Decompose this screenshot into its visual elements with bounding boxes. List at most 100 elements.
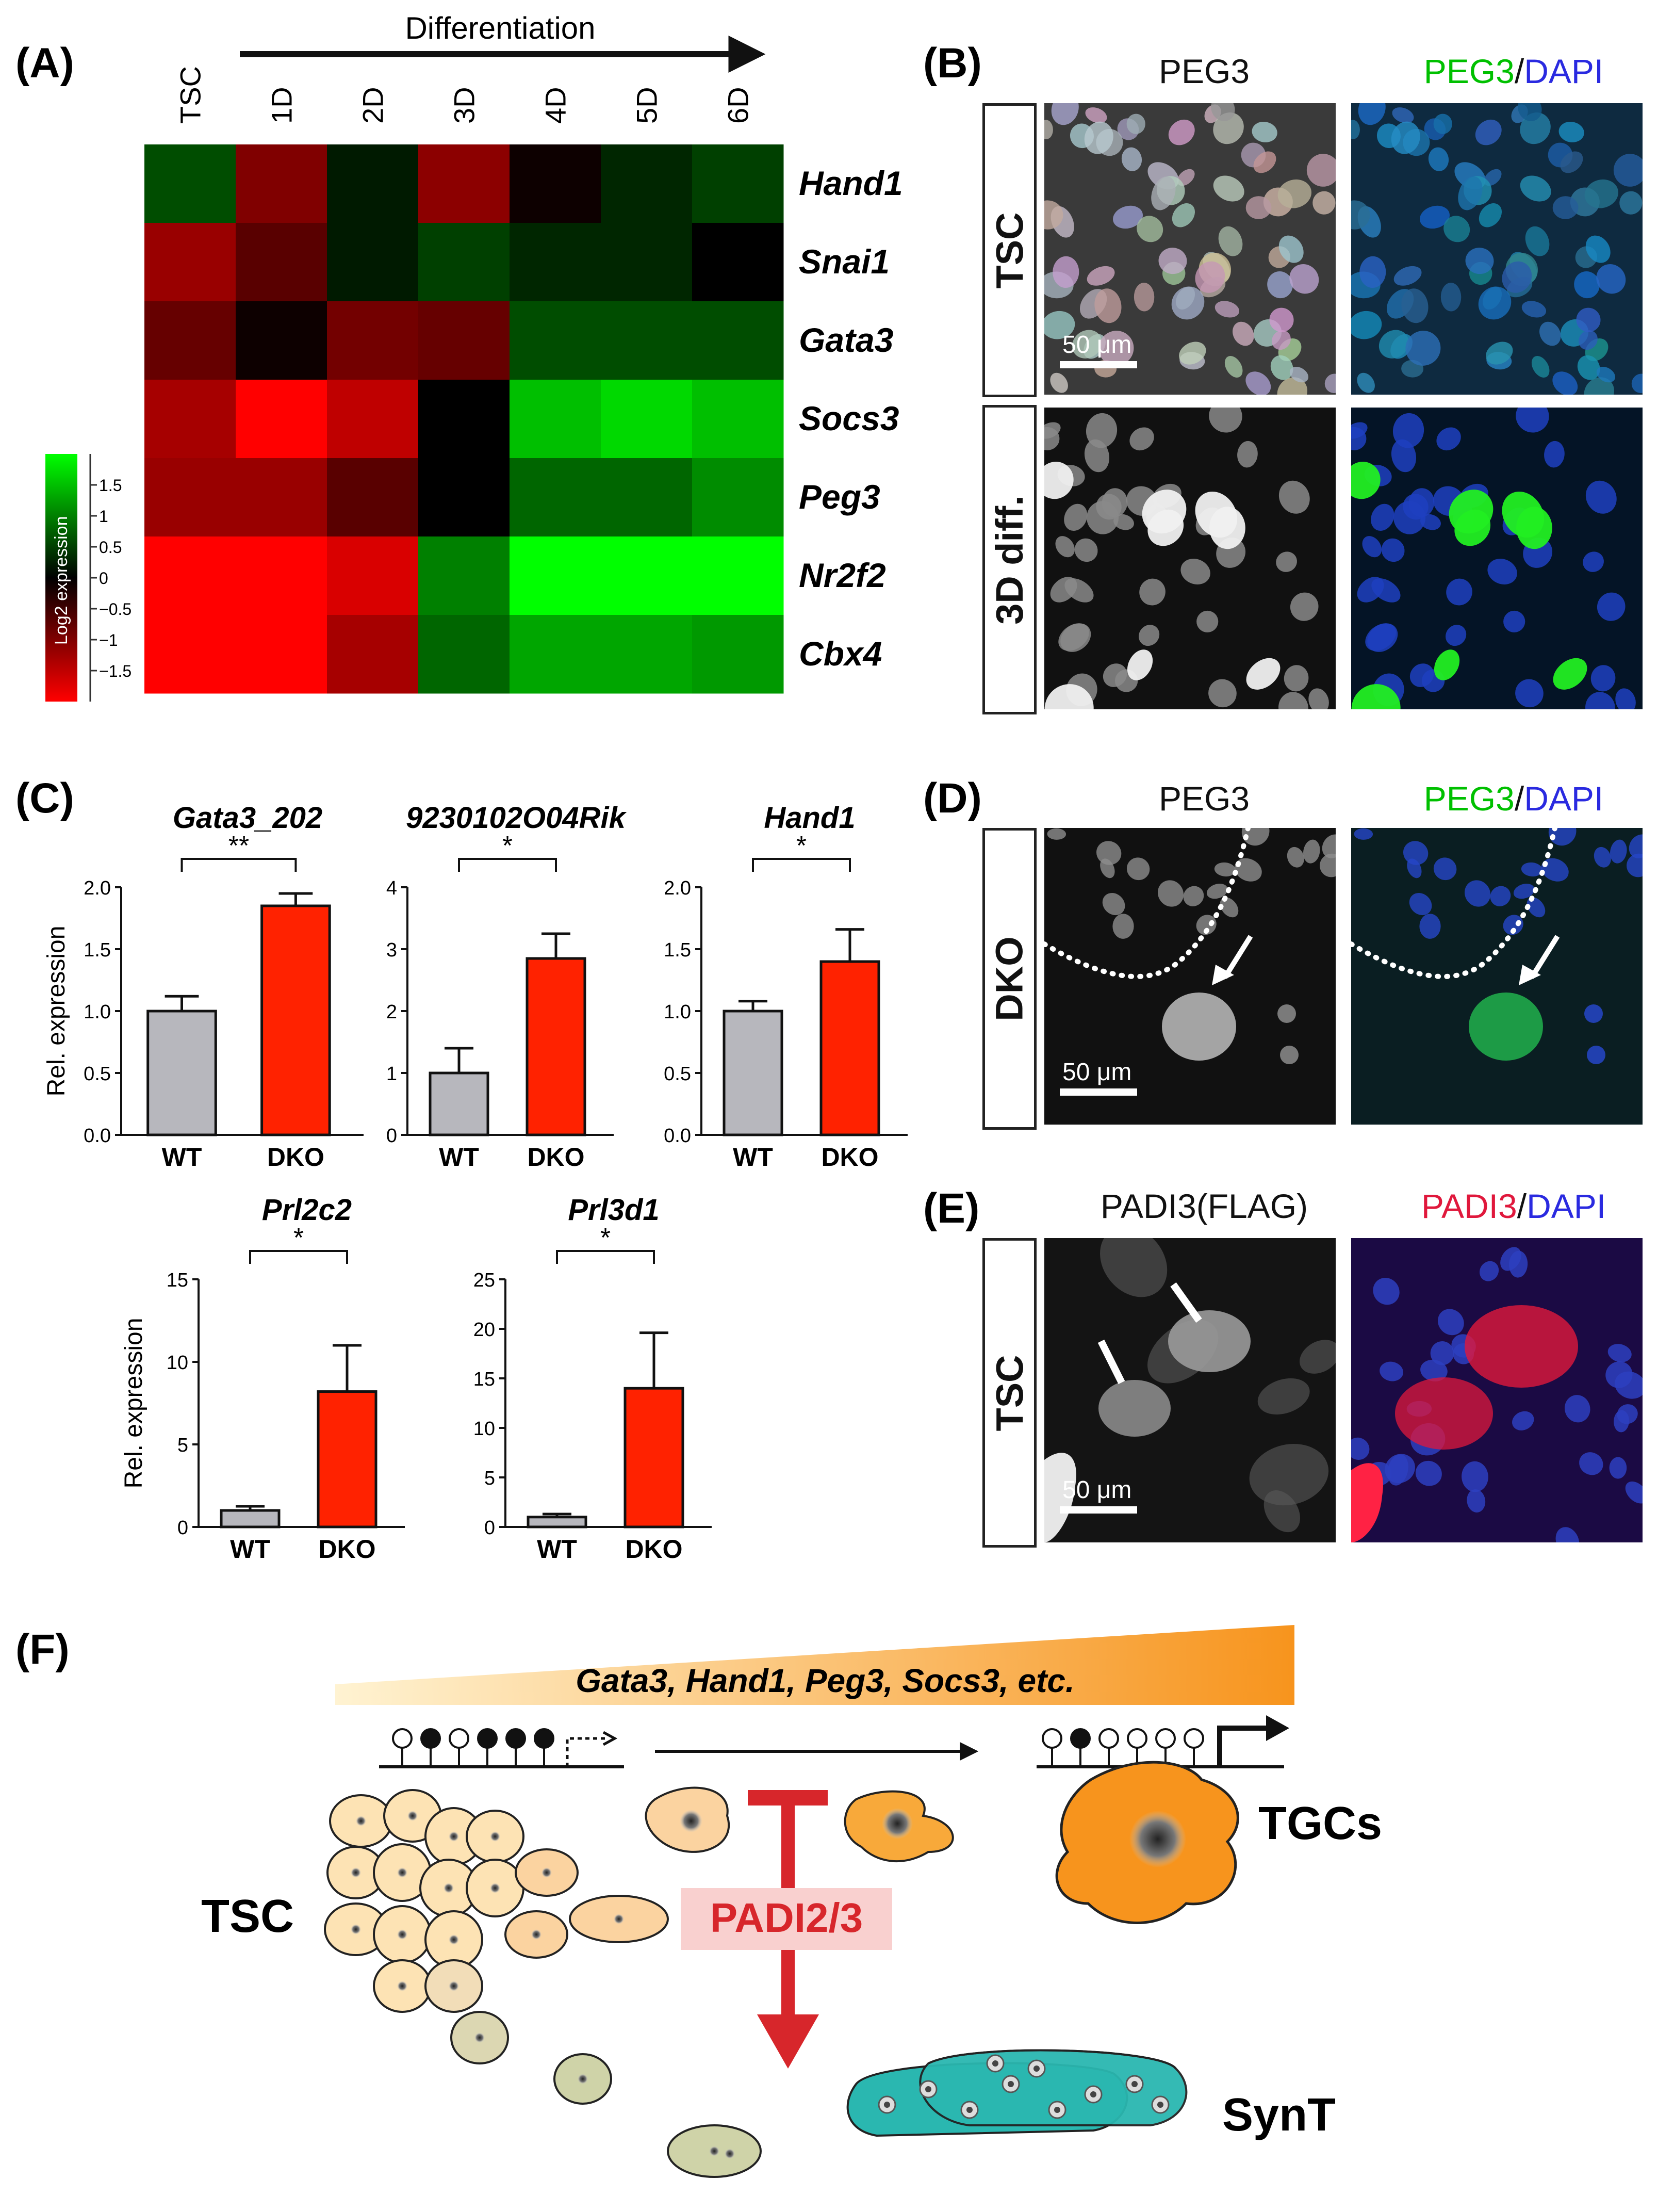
significance-stars: ** — [228, 831, 249, 861]
heatmap-cell — [510, 380, 601, 459]
cell-nucleus — [1579, 330, 1598, 350]
y-tick-label: 4 — [386, 877, 397, 899]
heatmap-cell — [692, 144, 784, 223]
cell-nucleus — [1209, 408, 1242, 433]
unmethylated-cpg — [1155, 1728, 1176, 1749]
cell-nucleus — [1241, 828, 1270, 846]
cell-nucleus — [1058, 623, 1089, 651]
cell-nucleus — [1503, 610, 1525, 632]
cell-nucleus — [1044, 311, 1075, 339]
y-axis-label: Rel. expression — [120, 1318, 147, 1489]
heatmap-gene-Socs3: Socs3 — [799, 399, 899, 437]
cell-nucleus — [1490, 886, 1511, 906]
cell-nucleus — [1354, 828, 1373, 840]
colony-boundary-dotted-line — [1044, 828, 1251, 980]
cell-nucleus — [1084, 121, 1113, 154]
heatmap-cell — [327, 301, 419, 380]
cell-nucleus — [1475, 119, 1502, 145]
cell-nucleus — [1479, 203, 1502, 227]
y-tick-label: 0.5 — [84, 1063, 111, 1085]
cell-nucleus — [1555, 1527, 1580, 1542]
cell-nucleus — [1577, 355, 1600, 380]
cell-nucleus — [1462, 1461, 1488, 1492]
y-tick-label: 3 — [386, 939, 397, 961]
heatmap-column-TSC: TSC — [174, 66, 207, 124]
unmethylated-cpg — [1042, 1728, 1062, 1749]
cell-nucleus — [1381, 538, 1405, 562]
bar-WT — [527, 1516, 587, 1528]
synt-cells — [846, 2049, 1188, 2137]
y-tick-label: 0 — [177, 1517, 188, 1539]
heatmap-cell — [144, 615, 236, 694]
scale-bar-label: 50 μm — [1062, 1476, 1131, 1504]
methylation-locus-tsc — [379, 1728, 624, 1768]
significance-bracket — [180, 858, 297, 872]
bar-WT — [220, 1509, 281, 1528]
cell-nucleus — [1478, 286, 1512, 320]
cell-nucleus — [1502, 261, 1532, 293]
y-tick-label: 2.0 — [664, 877, 691, 899]
cell-nucleus — [1392, 107, 1414, 123]
cell-nucleus — [1584, 179, 1618, 208]
heatmap-cell — [510, 458, 601, 537]
cell-nucleus — [1585, 235, 1611, 263]
arrow-indicator — [1170, 1282, 1202, 1323]
scale-bar-label: 50 μm — [1062, 1059, 1131, 1086]
cell-nucleus — [1391, 439, 1417, 473]
panel-label-f: (F) — [15, 1626, 70, 1673]
cell-nucleus — [1614, 1410, 1629, 1433]
cell-nucleus — [1139, 625, 1160, 646]
bar-WT — [429, 1071, 489, 1136]
panelB-tsc-peg3-image: 50 μm — [1044, 103, 1336, 395]
heatmap-cell — [418, 223, 510, 302]
cell-nucleus — [1096, 841, 1122, 865]
panelD-col2-dapi: DAPI — [1524, 779, 1604, 818]
cell-nucleus — [1142, 490, 1187, 534]
heatmap-column-2D: 2D — [357, 87, 389, 124]
gradient-gene-label: Gata3, Hand1, Peg3, Socs3, etc. — [576, 1662, 1075, 1699]
giant-cell-nucleus — [1162, 993, 1236, 1061]
cell-nucleus — [1385, 1454, 1415, 1484]
panelB-row2-label: 3D diff. — [982, 405, 1037, 714]
heatmap-cell — [510, 536, 601, 615]
heatmap-cell — [327, 536, 419, 615]
color-scale-tick-label: −1.5 — [99, 662, 132, 680]
heatmap-cell — [236, 458, 327, 537]
bar-DKO — [623, 1387, 684, 1528]
cell-nucleus — [1521, 862, 1542, 877]
synt-label: SynT — [1222, 2089, 1336, 2141]
heatmap-cell — [510, 223, 601, 302]
y-tick-label: 25 — [473, 1270, 495, 1291]
panelB-row1-text: TSC — [988, 212, 1031, 288]
cell-nucleus — [1428, 147, 1449, 171]
cell-nucleus — [1434, 649, 1460, 680]
cell-nucleus — [1044, 684, 1094, 709]
bar-chart-Hand1: Hand1 0.0 0.5 1.0 1.5 2.0 WT DKO * — [664, 801, 908, 1172]
cell-nucleus — [1365, 623, 1396, 651]
heatmap-gene-Gata3: Gata3 — [799, 321, 893, 359]
y-tick-label: 1.0 — [664, 1001, 691, 1023]
heatmap-cell — [418, 301, 510, 380]
heatmap-cell — [510, 615, 601, 694]
cell-nucleus — [1252, 121, 1277, 142]
cell-nucleus — [1464, 880, 1491, 907]
cell-nucleus — [1625, 1481, 1643, 1504]
cell-nucleus — [1211, 103, 1235, 121]
heatmap-cell — [692, 223, 784, 302]
cell-nucleus — [1084, 439, 1110, 473]
y-tick-label: 1.0 — [84, 1001, 111, 1023]
heatmap-gene-Nr2f2: Nr2f2 — [799, 556, 886, 594]
cell-nucleus — [1044, 120, 1053, 139]
heatmap-cell — [601, 223, 693, 302]
cell-nucleus — [1303, 839, 1320, 864]
cell-nucleus — [1380, 1361, 1403, 1381]
cell-nucleus — [1269, 307, 1294, 332]
y-tick-label: 1 — [386, 1063, 397, 1085]
unmethylated-cpg — [1184, 1728, 1204, 1749]
cell-nucleus — [1112, 914, 1134, 939]
cell-nucleus — [1267, 271, 1293, 299]
cell-nucleus — [1050, 577, 1077, 603]
heatmap-cells — [144, 144, 784, 694]
tgc-cell — [1055, 1761, 1239, 1924]
color-scale-title: Log2 expression — [52, 516, 71, 645]
